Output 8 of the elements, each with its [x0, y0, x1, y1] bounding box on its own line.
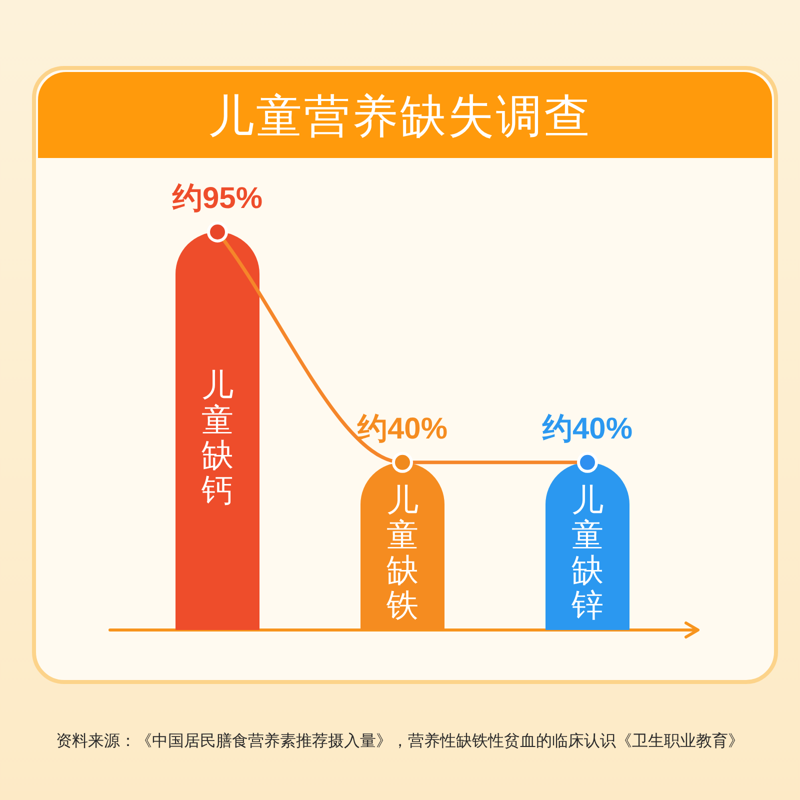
- text: 资料来源：《中国居民膳食营养素推荐摄入量》，营养性缺铁性贫血的临床认识《卫生职业教育》: [56, 732, 744, 750]
- data-label: 约95%: [171, 182, 263, 215]
- data-label: 约40%: [356, 412, 448, 446]
- x-tick-label: 儿童缺钙: [200, 367, 234, 508]
- x-tick-label: 儿童缺铁: [386, 482, 418, 624]
- x-tick-label: 儿童缺锌: [570, 482, 604, 624]
- chart-title: 儿童营养缺失调查: [208, 90, 592, 142]
- data-label: 约40%: [541, 412, 633, 446]
